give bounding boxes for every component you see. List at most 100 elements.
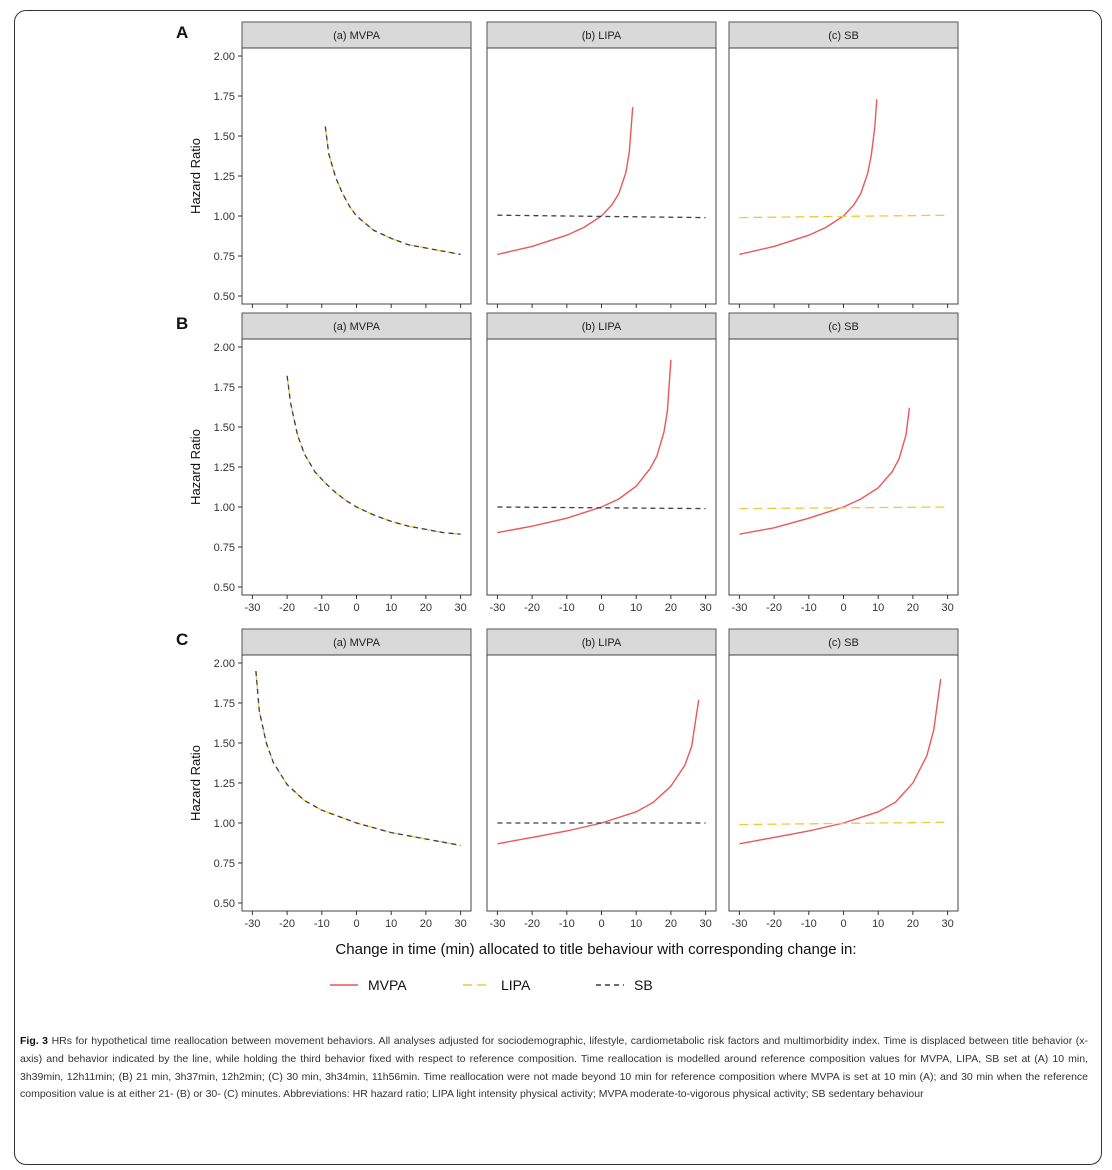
x-tick-label: -10 — [801, 602, 817, 614]
panel-C-1: (a) MVPA -30 -20 -10 0 10 20 30 — [241, 628, 472, 930]
y-tick-label: 2.00 — [214, 51, 235, 63]
x-tick-label: -10 — [314, 918, 330, 930]
plot-area — [241, 47, 472, 305]
series-line-sb — [497, 214, 706, 219]
row-label: A — [176, 23, 188, 42]
facet-strip-label: (a) MVPA — [333, 637, 381, 649]
x-tick-label: -20 — [279, 602, 295, 614]
legend: MVPA LIPA SB — [330, 977, 653, 993]
series-line-lipa — [286, 375, 461, 535]
series-line-lipa — [739, 214, 948, 219]
x-tick-label: 30 — [454, 918, 466, 930]
facet-strip-label: (c) SB — [828, 321, 859, 333]
y-tick-label: 0.75 — [214, 251, 235, 263]
row-label: C — [176, 630, 188, 649]
y-tick-label: 1.75 — [214, 382, 235, 394]
series-line-mvpa — [739, 678, 942, 845]
y-tick-label: 1.00 — [214, 502, 235, 514]
x-tick-label: 0 — [598, 918, 604, 930]
x-tick-label: -20 — [279, 918, 295, 930]
panel-B-3: (c) SB -30 -20 -10 0 10 20 30 — [728, 312, 959, 614]
y-axis-label: Hazard Ratio — [188, 745, 203, 821]
row-label: B — [176, 314, 188, 333]
facet-strip-label: (b) LIPA — [582, 30, 622, 42]
x-tick-label: 0 — [598, 602, 604, 614]
series-line-sb — [255, 670, 461, 847]
plot-area — [241, 654, 472, 912]
plot-area — [486, 654, 717, 912]
x-tick-label: 30 — [699, 602, 711, 614]
x-tick-label: 10 — [385, 602, 397, 614]
series-line-sb — [286, 375, 461, 535]
y-axis-label: Hazard Ratio — [188, 138, 203, 214]
y-tick-label: 1.25 — [214, 778, 235, 790]
series-line-mvpa — [739, 407, 911, 535]
x-tick-label: -20 — [766, 918, 782, 930]
facet-strip — [486, 21, 717, 49]
facet-grid: A Hazard Ratio 0.50 0.75 1.00 1.25 1.50 1.75 2.0… — [176, 21, 959, 930]
series-line-mvpa — [497, 359, 672, 534]
series-line-sb — [324, 126, 461, 256]
x-tick-label: 10 — [630, 918, 642, 930]
x-tick-label: -30 — [731, 918, 747, 930]
x-tick-label: 10 — [872, 602, 884, 614]
y-tick-label: 1.00 — [214, 818, 235, 830]
x-tick-label: 0 — [840, 602, 846, 614]
y-tick-label: 0.75 — [214, 858, 235, 870]
x-tick-label: -30 — [489, 918, 505, 930]
plot-area — [486, 47, 717, 305]
legend-item-sb: SB — [596, 977, 653, 993]
facet-strip — [486, 312, 717, 340]
plot-area — [241, 338, 472, 596]
row-A: A Hazard Ratio 0.50 0.75 1.00 1.25 1.50 1.75 2.0… — [176, 21, 959, 323]
series-line-mvpa — [497, 699, 700, 845]
facet-strip — [241, 312, 472, 340]
row-C: C Hazard Ratio 0.50 0.75 1.00 1.25 1.50 1.75 2.0… — [176, 628, 959, 930]
x-tick-label: 20 — [665, 602, 677, 614]
x-tick-label: 20 — [420, 602, 432, 614]
x-tick-label: -30 — [244, 602, 260, 614]
x-tick-label: 0 — [353, 602, 359, 614]
y-tick-label: 0.50 — [214, 898, 235, 910]
y-tick-label: 1.50 — [214, 131, 235, 143]
x-tick-label: 10 — [385, 918, 397, 930]
y-tick-label: 2.00 — [214, 658, 235, 670]
x-tick-label: -30 — [731, 602, 747, 614]
x-tick-label: 20 — [907, 602, 919, 614]
legend-label: LIPA — [501, 977, 531, 993]
series-line-lipa — [739, 821, 948, 826]
panel-C-3: (c) SB -30 -20 -10 0 10 20 30 — [728, 628, 959, 930]
x-tick-label: -20 — [524, 918, 540, 930]
x-tick-label: 10 — [872, 918, 884, 930]
x-axis-label: Change in time (min) allocated to title … — [335, 941, 856, 958]
y-tick-label: 1.00 — [214, 211, 235, 223]
x-tick-label: -10 — [559, 918, 575, 930]
x-tick-label: -10 — [559, 602, 575, 614]
hazard-ratio-figure: A Hazard Ratio 0.50 0.75 1.00 1.25 1.50 1.75 2.0… — [176, 21, 959, 993]
legend-item-mvpa: MVPA — [330, 977, 407, 993]
facet-strip-label: (a) MVPA — [333, 30, 381, 42]
facet-strip — [728, 21, 959, 49]
caption-text: HRs for hypothetical time reallocation b… — [20, 1035, 1089, 1101]
legend-label: MVPA — [368, 977, 407, 993]
x-tick-label: 10 — [630, 602, 642, 614]
x-tick-label: 30 — [454, 602, 466, 614]
facet-strip-label: (b) LIPA — [582, 321, 622, 333]
row-B: B Hazard Ratio 0.50 0.75 1.00 1.25 1.50 1.75 2.0… — [176, 312, 959, 614]
y-tick-label: 1.50 — [214, 422, 235, 434]
plot-area — [728, 338, 959, 596]
series-line-mvpa — [739, 99, 878, 256]
facet-strip-label: (c) SB — [828, 637, 859, 649]
y-tick-label: 1.25 — [214, 171, 235, 183]
x-tick-label: 0 — [840, 918, 846, 930]
x-tick-label: 20 — [907, 918, 919, 930]
y-tick-label: 1.75 — [214, 91, 235, 103]
y-tick-label: 1.75 — [214, 698, 235, 710]
facet-strip-label: (b) LIPA — [582, 637, 622, 649]
x-tick-label: -20 — [766, 602, 782, 614]
x-tick-label: 30 — [941, 602, 953, 614]
caption-label: Fig. 3 — [20, 1035, 49, 1047]
